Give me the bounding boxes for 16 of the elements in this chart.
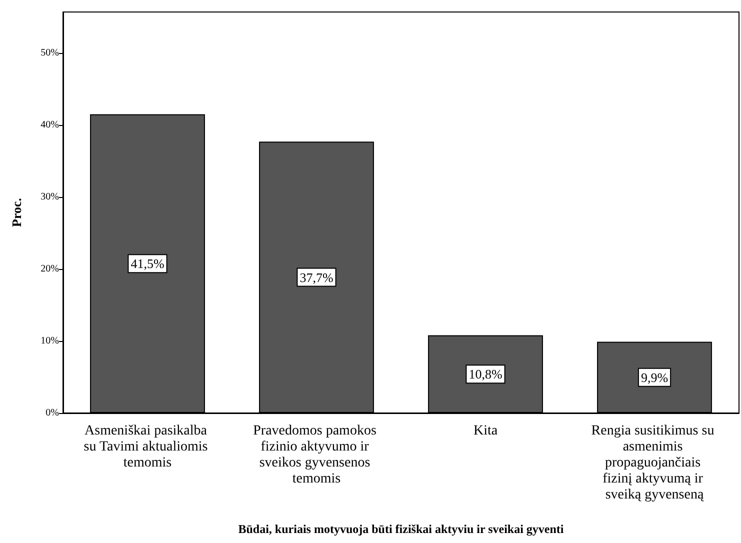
x-tick-label: Pravedomos pamokos fizinio aktyvumo ir sveikos gyvensenos temomis	[253, 424, 380, 486]
y-tick-label: 30%	[40, 192, 59, 203]
x-tick-label: Kita	[473, 424, 498, 438]
data-label: 10,8%	[468, 366, 502, 382]
x-axis-title: Būdai, kuriais motyvuoja būti fiziškai aktyviu ir sveikai gyventi	[238, 522, 564, 536]
x-tick-label: Rengia susitikimus su asmenimis propaguojančiais fizinį aktyvumą ir sveiką gyvenseną	[591, 424, 718, 502]
data-label: 41,5%	[130, 256, 164, 272]
y-tick-label: 20%	[40, 264, 59, 275]
y-tick-label: 0%	[46, 408, 59, 418]
y-tick-label: 50%	[40, 48, 59, 59]
x-tick-label: Asmeniškai pasikalba su Tavimi aktualiomis temomis	[84, 424, 212, 470]
y-axis-title: Proc.	[9, 198, 24, 227]
data-label: 9,9%	[640, 370, 668, 385]
y-tick-label: 10%	[40, 336, 59, 347]
data-label: 37,7%	[300, 270, 334, 285]
y-tick-label: 40%	[40, 120, 59, 131]
